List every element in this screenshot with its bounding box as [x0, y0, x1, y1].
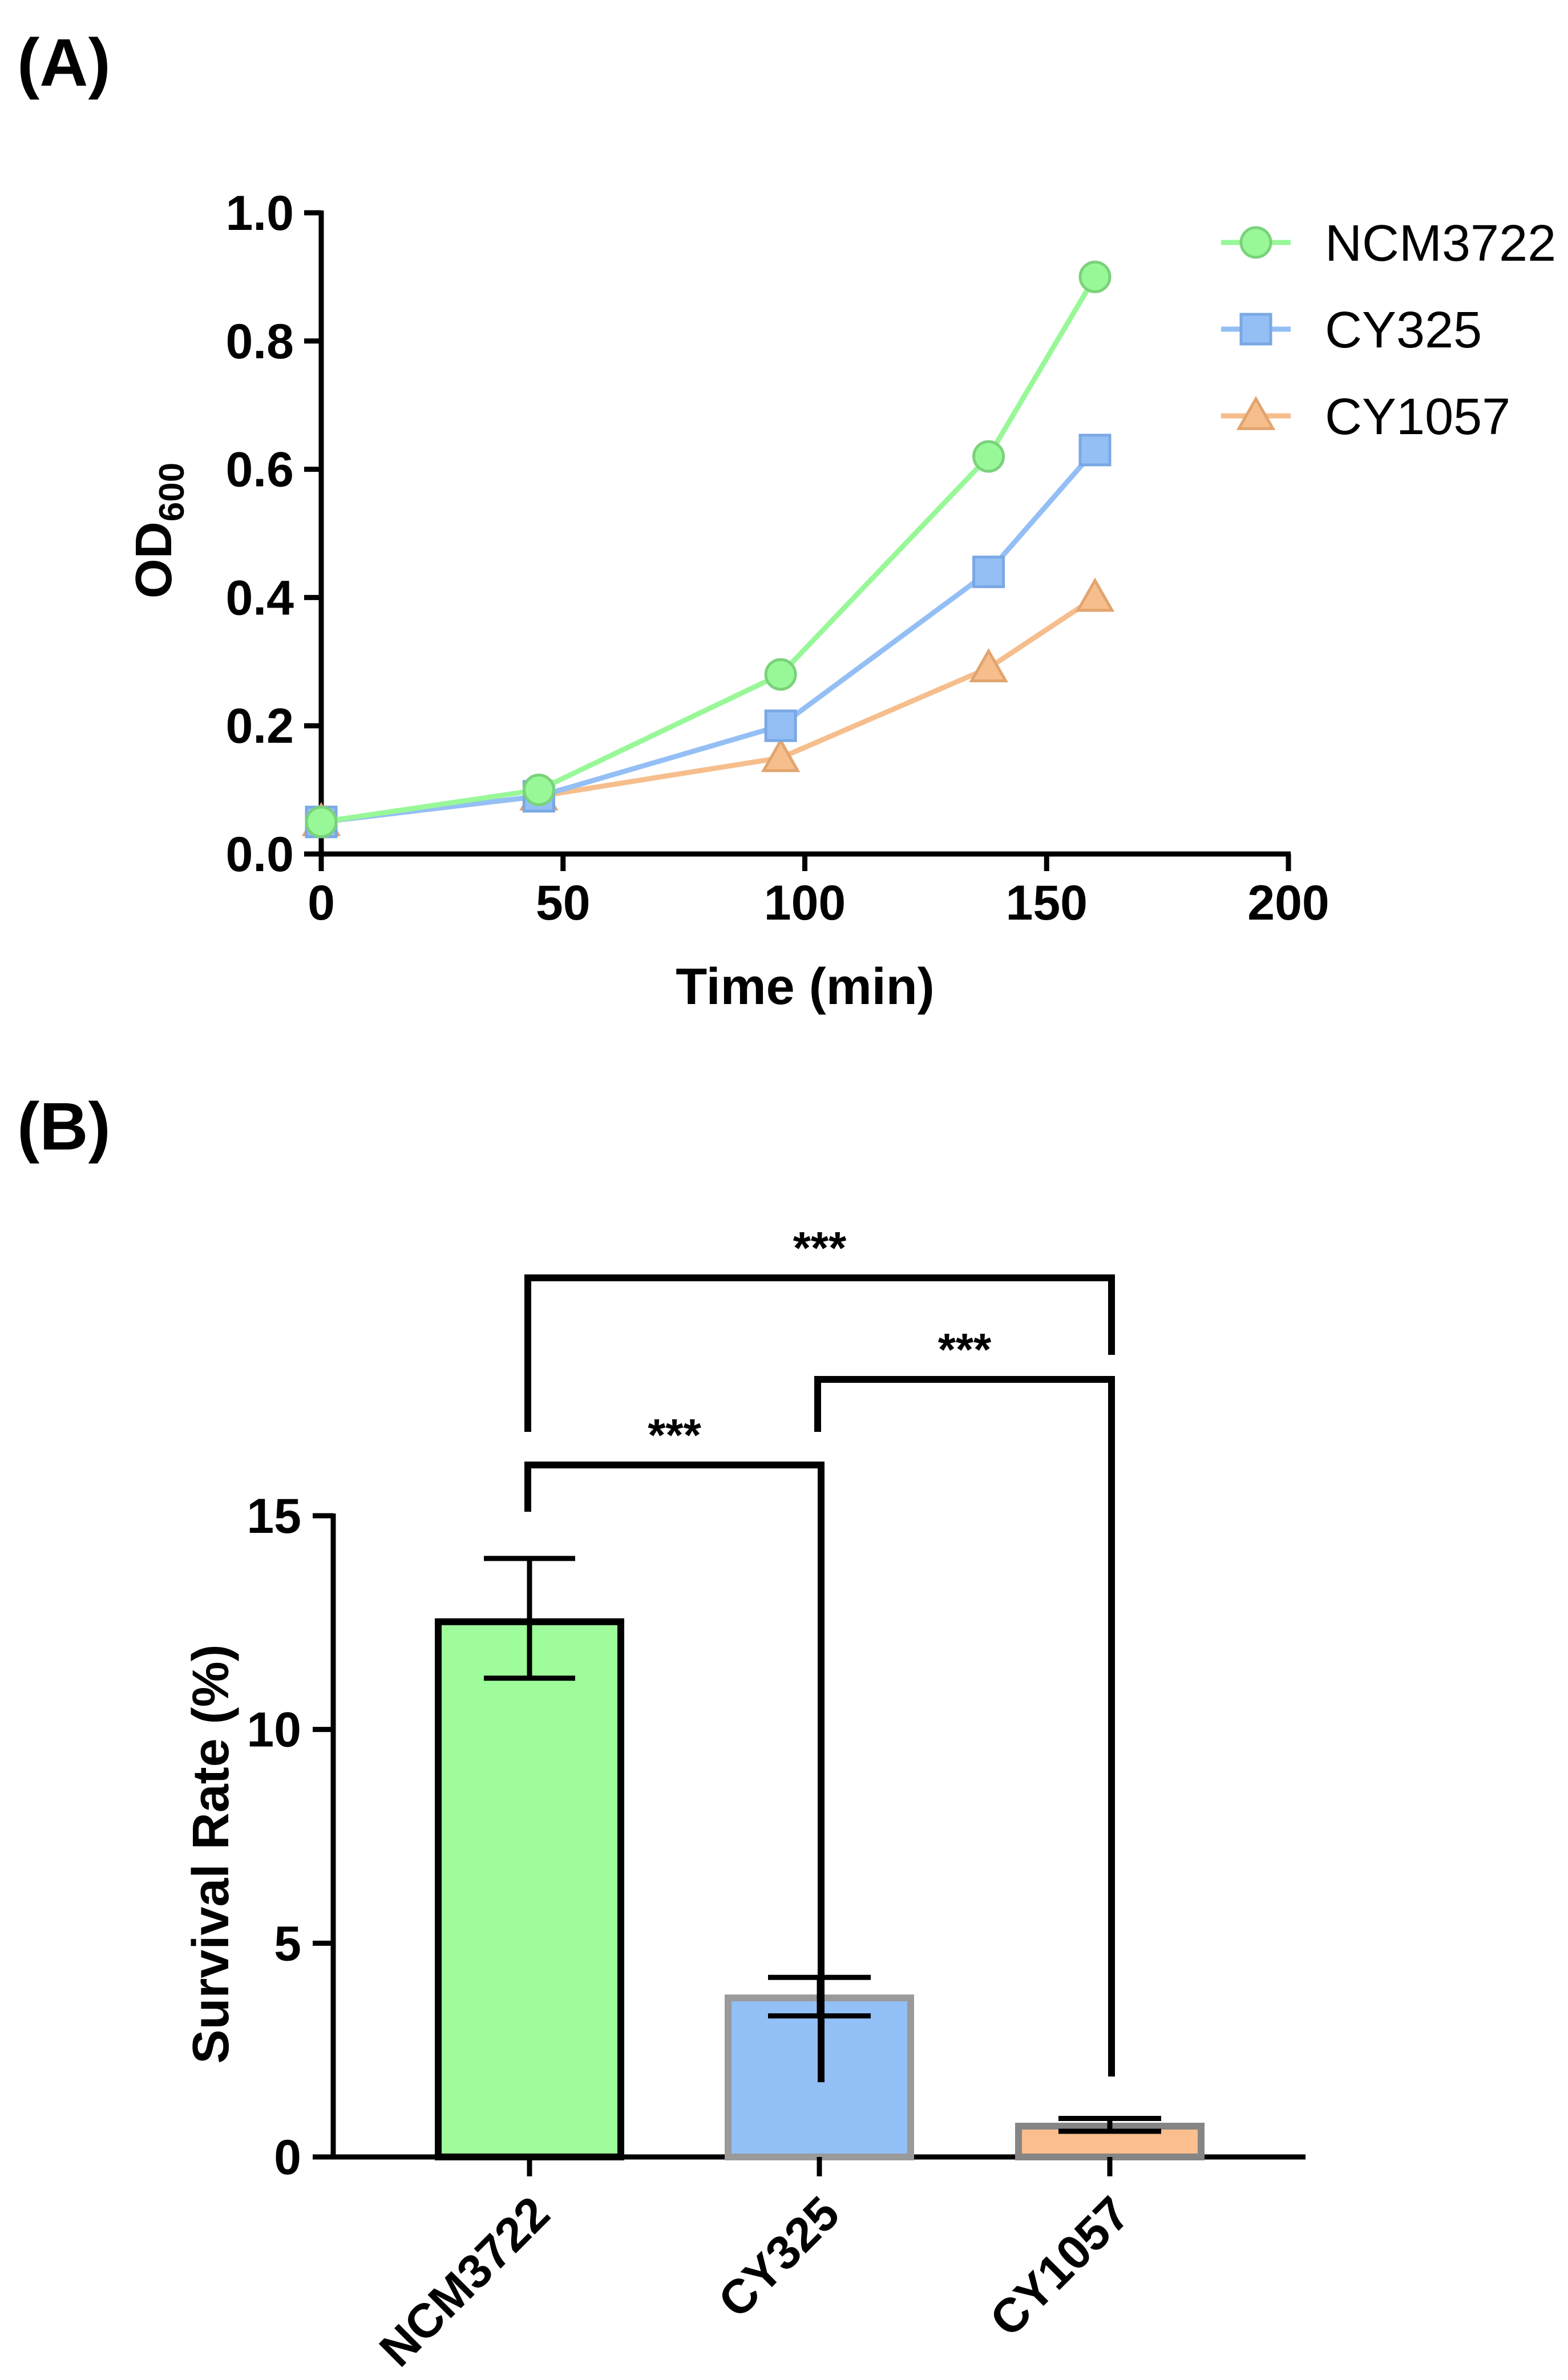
panel-a-x-tick-label: 100	[764, 876, 846, 930]
panel-a-y-axis-title-subscript: 600	[152, 463, 192, 521]
data-point-cy325	[1078, 434, 1112, 467]
data-point-ncm3722	[1078, 260, 1112, 293]
data-point-cy1057	[761, 738, 801, 772]
panel-a-y-tick-label: 1.0	[225, 186, 294, 241]
panel-a-x-axis-title: Time (min)	[676, 958, 934, 1015]
data-point-ncm3722	[305, 806, 338, 839]
data-point-ncm3722	[972, 440, 1005, 473]
panel-a: (A) 0.0 0.2 0.4 0.6 0.8 1.0 0 50 100 150 200 OD600…	[17, 25, 1556, 1015]
panel-b-bars: NCM3722 CY325 CY1057	[369, 1556, 1205, 2377]
series-line-ncm3722	[321, 276, 1097, 825]
panel-b-y-tick-label: 15	[246, 1489, 301, 1544]
data-point-ncm3722	[522, 774, 555, 807]
panel-a-y-tick-label: 0.2	[225, 699, 294, 754]
data-point-cy1057	[969, 648, 1008, 682]
data-point-cy325	[764, 709, 797, 742]
legend-label-ncm3722: NCM3722	[1325, 215, 1556, 272]
panel-b: (B) 0 5 10 15 Survival Rate (%) NCM3722 CY32…	[17, 1089, 1306, 2377]
panel-a-x-tick-label: 200	[1247, 876, 1329, 930]
panel-b-y-tick-label: 0	[274, 2130, 301, 2185]
x-category-label-cy1057: CY1057	[980, 2186, 1140, 2346]
panel-a-x-tick-label: 0	[308, 876, 335, 930]
data-point-cy1057	[1075, 577, 1115, 612]
bar-ncm3722	[435, 1618, 624, 2161]
panel-b-significance: *** *** ***	[524, 1223, 1115, 2082]
panel-b-y-tick-label: 5	[274, 1916, 301, 1971]
significance-bracket	[524, 1274, 1115, 1432]
panel-a-legend: NCM3722 CY325 CY1057	[1221, 215, 1556, 446]
legend-label-cy325: CY325	[1325, 302, 1482, 359]
panel-a-axes: 0.0 0.2 0.4 0.6 0.8 1.0 0 50 100 150 200	[225, 186, 1329, 930]
series-line-cy325	[321, 448, 1097, 825]
significance-label: ***	[938, 1324, 992, 1375]
data-point-cy325	[972, 555, 1005, 588]
data-point-ncm3722	[764, 658, 797, 691]
panel-b-y-tick-label: 10	[246, 1703, 301, 1758]
panel-a-x-tick-label: 150	[1006, 876, 1088, 930]
significance-bracket	[814, 1376, 1115, 2077]
panel-a-label: (A)	[17, 25, 111, 100]
x-category-label-cy325: CY325	[708, 2186, 850, 2328]
panel-a-y-axis-title: OD600	[126, 463, 192, 598]
panel-a-y-axis-title-main: OD	[126, 521, 183, 598]
legend-marker-cy325	[1239, 313, 1272, 346]
panel-a-series	[301, 260, 1115, 839]
panel-b-y-axis-title: Survival Rate (%)	[183, 1644, 240, 2063]
panel-a-y-tick-label: 0.4	[225, 570, 294, 625]
significance-bracket	[524, 1462, 825, 2082]
x-category-label-ncm3722: NCM3722	[369, 2186, 560, 2377]
panel-a-y-tick-label: 0.6	[225, 443, 294, 497]
significance-label: ***	[793, 1223, 847, 1273]
legend-marker-ncm3722	[1239, 226, 1272, 259]
panel-a-y-tick-label: 0.8	[225, 314, 294, 369]
significance-label: ***	[648, 1410, 701, 1460]
panel-a-y-tick-label: 0.0	[225, 827, 294, 882]
legend-label-cy1057: CY1057	[1325, 388, 1510, 446]
panel-b-label: (B)	[17, 1089, 111, 1164]
panel-a-x-tick-label: 50	[536, 876, 591, 930]
legend-marker-cy1057	[1236, 396, 1276, 430]
